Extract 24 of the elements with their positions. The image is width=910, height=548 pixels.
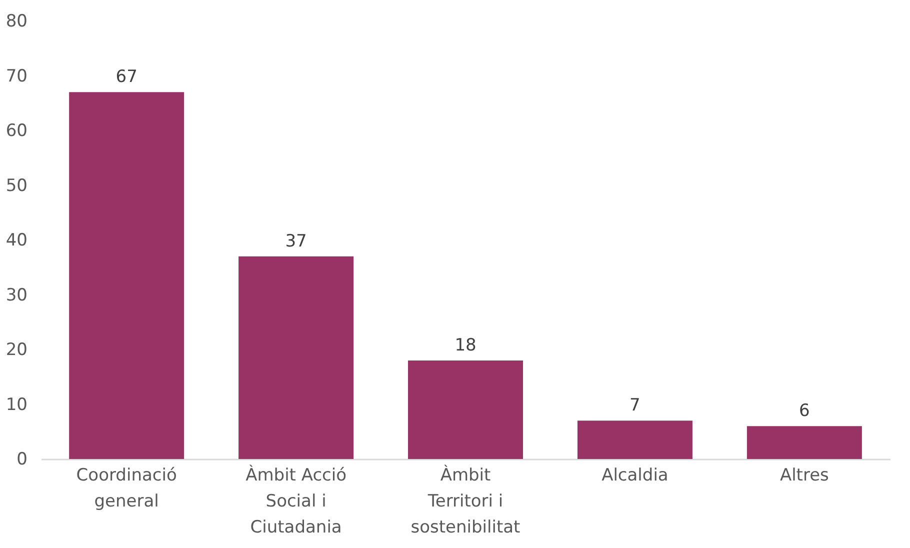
y-tick-label: 40 (6, 230, 28, 250)
y-tick-label: 60 (6, 121, 28, 141)
data-label: 18 (454, 335, 476, 356)
data-label: 7 (630, 396, 640, 416)
y-tick-label: 20 (6, 340, 28, 360)
bar (577, 420, 692, 459)
data-label: 37 (285, 231, 307, 252)
data-label: 6 (799, 401, 810, 422)
bar (408, 360, 523, 459)
bar (69, 92, 184, 459)
y-tick-label: 50 (6, 176, 28, 196)
data-label: 67 (116, 67, 138, 88)
x-tick-label: Altres (780, 466, 830, 486)
x-tick-label: Coordinació general (76, 466, 177, 512)
y-tick-label: 80 (6, 12, 28, 32)
y-tick-label: 70 (6, 66, 28, 86)
y-tick-label: 0 (16, 450, 28, 470)
bar (238, 256, 354, 459)
x-tick-label: Àmbit Acció Social i Ciutadania (246, 464, 346, 538)
bar (746, 426, 862, 459)
y-tick-label: 30 (6, 285, 28, 306)
x-tick-label: Alcaldia (602, 466, 668, 486)
x-tick-label: Àmbit Territori i sostenibilitat (410, 464, 521, 538)
y-tick-label: 10 (6, 394, 28, 415)
